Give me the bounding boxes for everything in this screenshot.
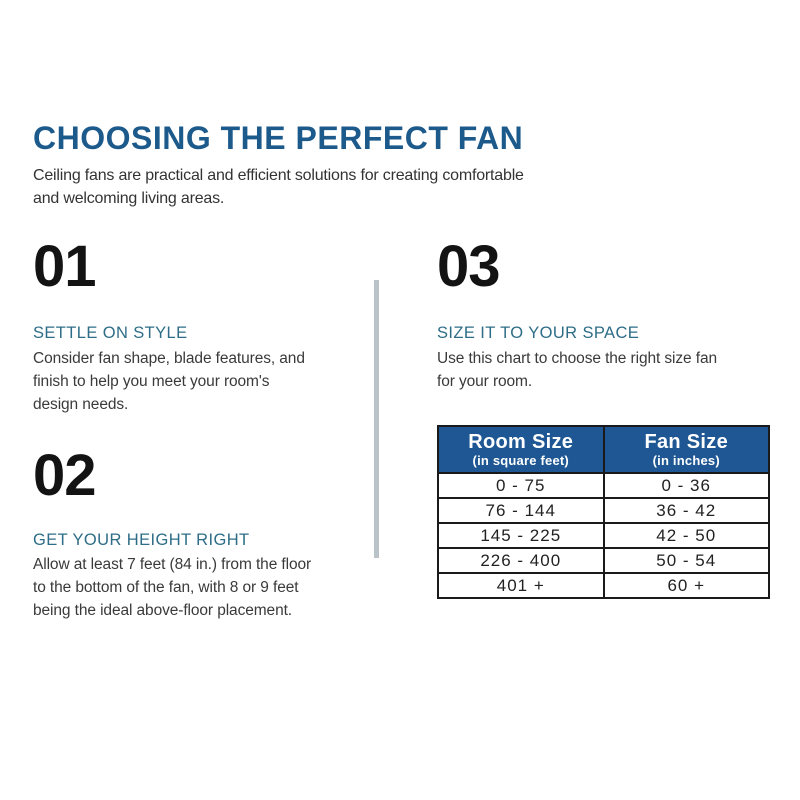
table-row: 226 - 400 50 - 54 [437,547,770,574]
body-line: to the bottom of the fan, with 8 or 9 fe… [33,579,299,597]
fan-size-table: Room Size (in square feet) Fan Size (in … [437,425,770,599]
body-line: for your room. [437,373,533,391]
page-title: CHOOSING THE PERFECT FAN [33,120,524,156]
table-row: 76 - 144 36 - 42 [437,497,770,524]
fan-size-cell: 50 - 54 [602,547,770,574]
header-title: Room Size [468,431,574,453]
section-number-02: 02 [33,443,97,508]
body-line: Consider fan shape, blade features, and [33,350,305,367]
page-subtitle-line: and welcoming living areas. [33,190,225,207]
fan-size-cell: 42 - 50 [602,522,770,549]
table-row: 145 - 225 42 - 50 [437,522,770,549]
room-size-cell: 0 - 75 [437,472,605,499]
room-size-cell: 76 - 144 [437,497,605,524]
table-row: 0 - 75 0 - 36 [437,472,770,499]
table-header-room-size: Room Size (in square feet) [437,425,605,474]
fan-size-cell: 36 - 42 [602,497,770,524]
body-line: finish to help you meet your room's [33,373,270,391]
table-header-row: Room Size (in square feet) Fan Size (in … [437,425,770,474]
body-line: Allow at least 7 feet (84 in.) from the … [33,556,312,573]
room-size-cell: 145 - 225 [437,522,605,549]
vertical-divider [374,280,379,558]
room-size-cell: 226 - 400 [437,547,605,574]
section-heading-size-it-to-your-space: SIZE IT TO YOUR SPACE [437,324,640,342]
header-title: Fan Size [644,431,729,453]
section-body-settle-on-style: Consider fan shape, blade features, and … [33,347,305,417]
header-subtitle: (in inches) [652,453,720,468]
page-subtitle: Ceiling fans are practical and efficient… [33,164,524,210]
body-line: being the ideal above-floor placement. [33,602,293,620]
section-number-01: 01 [33,234,97,299]
room-size-cell: 401 + [437,572,605,599]
section-body-size-it-to-your-space: Use this chart to choose the right size … [437,347,717,393]
section-heading-get-your-height-right: GET YOUR HEIGHT RIGHT [33,531,250,549]
page-subtitle-line: Ceiling fans are practical and efficient… [33,167,524,184]
body-line: Use this chart to choose the right size … [437,350,718,367]
section-body-get-your-height-right: Allow at least 7 feet (84 in.) from the … [33,553,311,623]
fan-size-cell: 60 + [602,572,770,599]
fan-size-cell: 0 - 36 [602,472,770,499]
section-heading-settle-on-style: SETTLE ON STYLE [33,324,188,342]
body-line: design needs. [33,396,129,414]
table-row: 401 + 60 + [437,572,770,599]
table-header-fan-size: Fan Size (in inches) [602,425,770,474]
header-subtitle: (in square feet) [472,453,569,468]
section-number-03: 03 [437,234,501,299]
